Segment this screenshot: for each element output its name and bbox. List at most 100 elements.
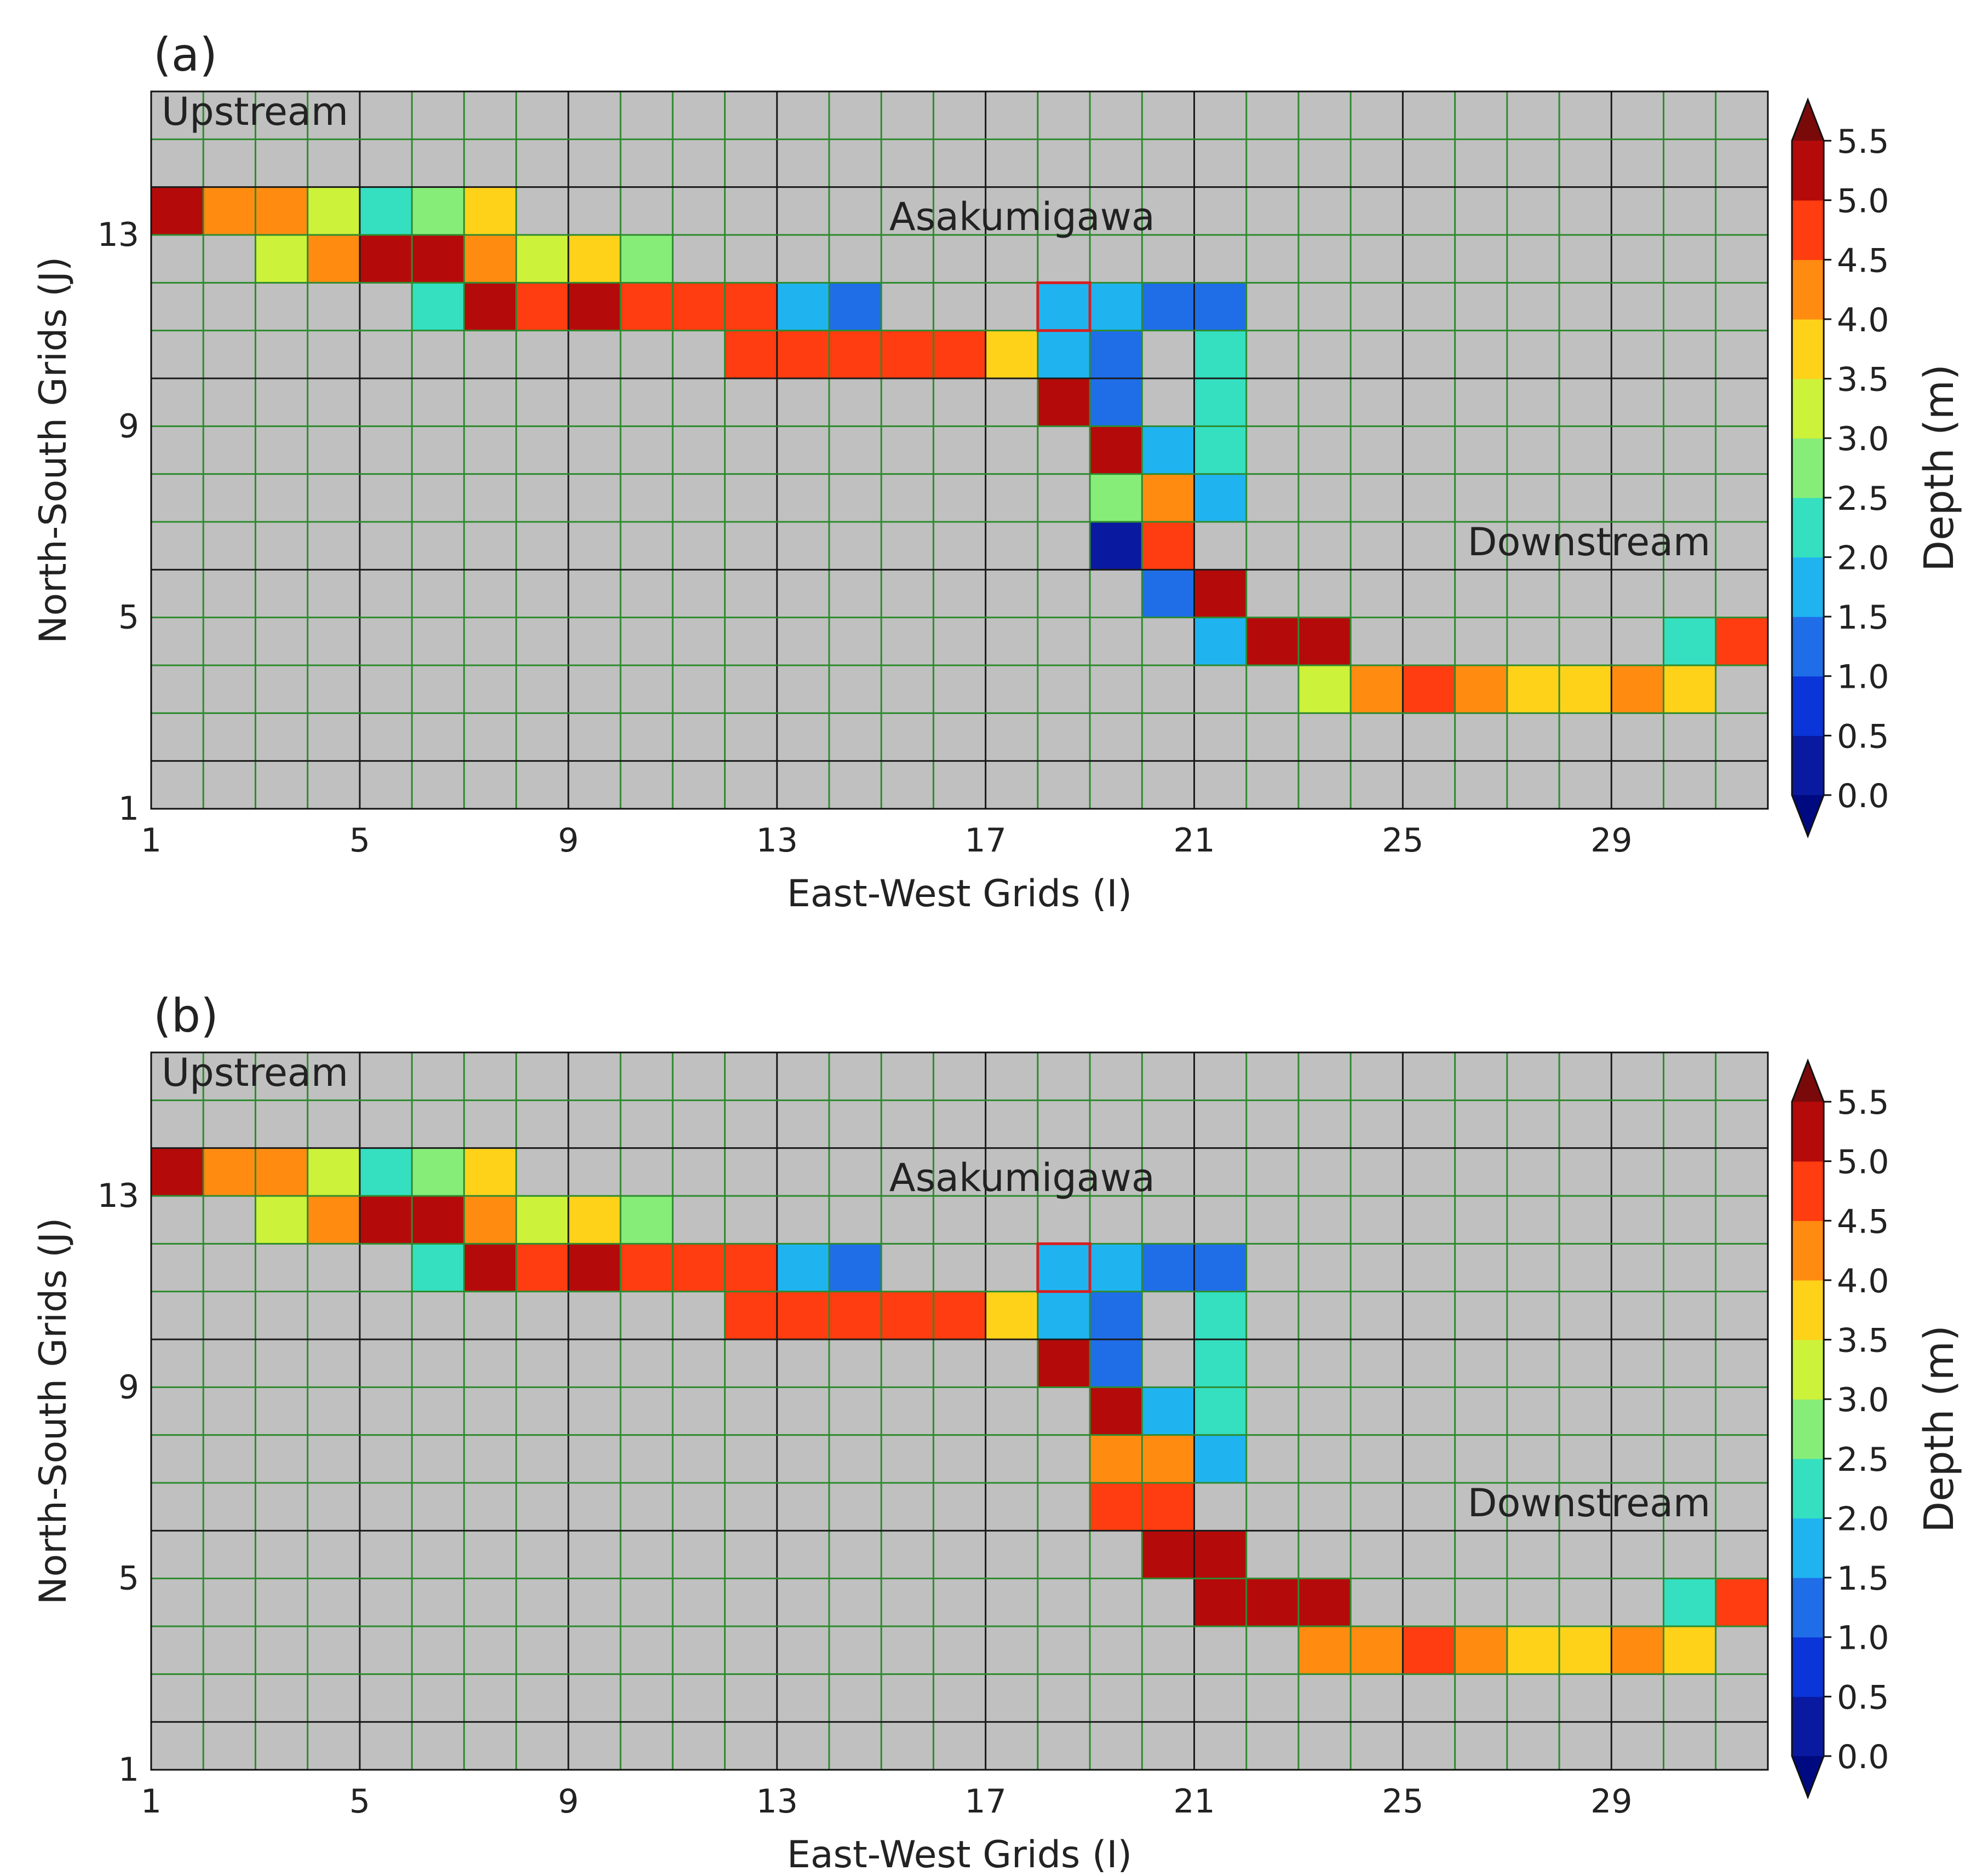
- depth-cell: [1037, 330, 1090, 379]
- depth-cell: [1559, 1626, 1612, 1674]
- depth-cell: [829, 1244, 882, 1292]
- depth-cell: [203, 187, 256, 235]
- depth-cell: [621, 1196, 673, 1244]
- depth-cell: [516, 283, 569, 331]
- colorbar-tick-label: 2.5: [1837, 480, 1889, 518]
- depth-cell: [359, 1196, 412, 1244]
- depth-cell: [1194, 426, 1247, 475]
- depth-cell: [1194, 1244, 1247, 1292]
- depth-cell: [1142, 474, 1195, 522]
- x-tick-label: 5: [349, 821, 370, 860]
- depth-cell: [1142, 1530, 1195, 1579]
- y-tick-label: 1: [118, 1751, 139, 1789]
- annotation-upstream: Upstream: [162, 89, 348, 134]
- colorbar-segment: [1792, 497, 1824, 558]
- colorbar-tick-label: 1.0: [1837, 1619, 1889, 1658]
- annotation-asakumigawa: Asakumigawa: [889, 194, 1155, 239]
- depth-cell: [1090, 283, 1142, 331]
- depth-cell: [673, 283, 726, 331]
- depth-cell: [1507, 665, 1560, 713]
- y-tick-label: 9: [118, 1368, 139, 1406]
- depth-cell: [1663, 1626, 1716, 1674]
- annotation-downstream: Downstream: [1468, 520, 1711, 565]
- depth-cell: [1403, 665, 1456, 713]
- depth-cell: [1194, 1530, 1247, 1579]
- x-tick-label: 13: [756, 1782, 798, 1821]
- y-axis-label: North-South Grids (J): [32, 1218, 75, 1605]
- depth-cell: [725, 283, 778, 331]
- depth-cell: [568, 1196, 621, 1244]
- depth-cell: [412, 1196, 464, 1244]
- depth-cell: [1090, 1291, 1142, 1340]
- depth-cell: [1246, 1578, 1299, 1627]
- x-tick-label: 29: [1590, 1782, 1632, 1821]
- colorbar-segment: [1792, 1221, 1824, 1281]
- colorbar-segment: [1792, 557, 1824, 617]
- depth-cell: [464, 1148, 517, 1196]
- depth-cell: [985, 1291, 1038, 1340]
- depth-cell: [412, 187, 464, 235]
- colorbar-segment: [1792, 1696, 1824, 1757]
- colorbar-segment: [1792, 1102, 1824, 1162]
- depth-cell: [1090, 330, 1142, 379]
- depth-cell: [1611, 665, 1664, 713]
- colorbar-tick-label: 3.5: [1837, 361, 1889, 399]
- x-tick-label: 29: [1590, 821, 1632, 860]
- depth-cell: [621, 283, 673, 331]
- annotation-downstream: Downstream: [1468, 1481, 1711, 1526]
- colorbar-segment: [1792, 438, 1824, 498]
- depth-cell: [621, 1244, 673, 1292]
- depth-cell: [464, 235, 517, 283]
- depth-cell: [621, 235, 673, 283]
- depth-cell: [307, 235, 360, 283]
- depth-cell: [1194, 1339, 1247, 1388]
- colorbar-segment: [1792, 141, 1824, 201]
- depth-cell: [464, 283, 517, 331]
- colorbar-segment: [1792, 378, 1824, 439]
- depth-cell: [1351, 665, 1404, 713]
- depth-cell: [1037, 378, 1090, 427]
- y-tick-label: 13: [97, 1177, 139, 1215]
- colorbar-tick-label: 4.0: [1837, 301, 1889, 339]
- y-tick-label: 1: [118, 790, 139, 828]
- colorbar-extend-min: [1792, 795, 1824, 836]
- depth-cell: [1455, 1626, 1508, 1674]
- colorbar-tick-label: 4.0: [1837, 1262, 1889, 1300]
- depth-cell: [464, 1196, 517, 1244]
- depth-cell: [1194, 474, 1247, 522]
- colorbar-segment: [1792, 617, 1824, 677]
- colorbar-extend-min: [1792, 1756, 1824, 1797]
- x-axis-label: East-West Grids (I): [787, 872, 1132, 916]
- colorbar-tick-label: 0.0: [1837, 1738, 1889, 1776]
- depth-cell: [1715, 617, 1768, 666]
- colorbar-tick-label: 2.0: [1837, 1500, 1889, 1538]
- depth-cell: [1090, 1435, 1142, 1483]
- marker-cell: [1036, 281, 1091, 332]
- colorbar-tick-label: 5.5: [1837, 123, 1889, 161]
- colorbar-segment: [1792, 735, 1824, 796]
- y-tick-label: 9: [118, 407, 139, 445]
- depth-cell: [725, 330, 778, 379]
- panel-label: (b): [153, 989, 219, 1043]
- depth-cell: [1037, 1244, 1090, 1292]
- depth-cell: [1194, 617, 1247, 666]
- depth-cell: [1142, 1244, 1195, 1292]
- depth-cell: [1194, 330, 1247, 379]
- depth-cell: [307, 187, 360, 235]
- x-tick-label: 25: [1382, 1782, 1423, 1821]
- panel-label: (a): [153, 28, 217, 82]
- depth-cell: [933, 1291, 986, 1340]
- x-tick-label: 9: [558, 1782, 579, 1821]
- depth-cell: [1090, 426, 1142, 475]
- depth-cell: [1142, 283, 1195, 331]
- annotation-upstream: Upstream: [162, 1050, 348, 1095]
- colorbar-segment: [1792, 676, 1824, 736]
- colorbar-label: Depth (m): [1916, 1325, 1963, 1533]
- depth-cell: [1663, 1578, 1716, 1627]
- colorbar-segment: [1792, 1518, 1824, 1578]
- colorbar-tick-label: 2.0: [1837, 539, 1889, 577]
- depth-cell: [933, 330, 986, 379]
- depth-cell: [516, 1244, 569, 1292]
- colorbar-segment: [1792, 1458, 1824, 1519]
- x-tick-label: 9: [558, 821, 579, 860]
